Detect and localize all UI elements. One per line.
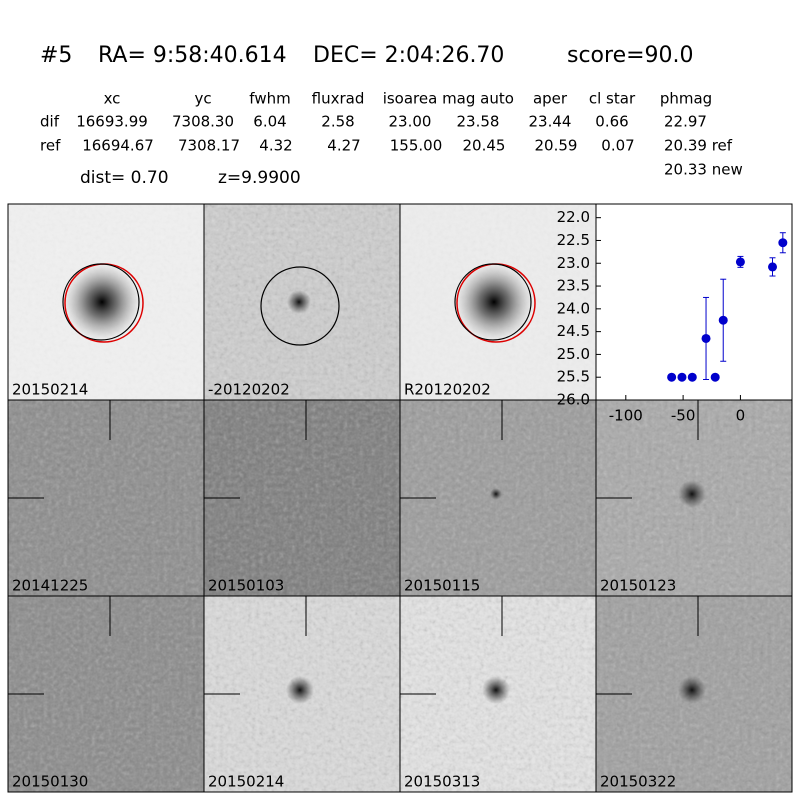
- image-panel: 20141225: [7, 399, 205, 597]
- dist: dist= 0.70: [80, 168, 169, 188]
- cell: 2.58: [321, 113, 354, 131]
- panel-border: [595, 595, 793, 793]
- point: [677, 372, 687, 382]
- cell: 16693.99: [76, 113, 148, 131]
- source: [64, 264, 140, 340]
- point: [701, 333, 711, 343]
- cell: 4.32: [259, 137, 292, 155]
- source: [490, 488, 502, 500]
- cell: 22.97: [664, 113, 707, 131]
- x-tick-label: 0: [736, 407, 746, 425]
- point: [710, 372, 720, 382]
- aperture: [260, 266, 340, 346]
- point: [778, 238, 788, 248]
- point: [667, 372, 677, 382]
- column-header: yc: [194, 90, 211, 108]
- title-dec: DEC= 2:04:26.70: [313, 43, 504, 68]
- cell: 155.00: [390, 137, 443, 155]
- image-panel: R20120202: [399, 203, 597, 401]
- image-panel: 20150313: [399, 595, 597, 793]
- panel-label: 20141225: [12, 577, 88, 595]
- column-header: mag auto: [442, 90, 514, 108]
- title-ra: RA= 9:58:40.614: [98, 43, 287, 68]
- column-header: fwhm: [249, 90, 290, 108]
- column-header: aper: [533, 90, 568, 108]
- image-panel: 20150103: [203, 399, 401, 597]
- panel-label: 20150123: [600, 577, 676, 595]
- panel-label: 20150313: [404, 773, 480, 791]
- column-header: xc: [104, 90, 121, 108]
- panel-label: 20150115: [404, 577, 480, 595]
- point: [768, 262, 778, 272]
- row-label: ref: [40, 137, 61, 155]
- source: [678, 676, 706, 704]
- cell: 7308.17: [178, 137, 240, 155]
- image-panel: 20150115: [399, 399, 597, 597]
- source: [287, 290, 311, 314]
- y-tick-label: 23.5: [557, 277, 590, 295]
- aperture: [62, 263, 140, 341]
- panel-label: 20150130: [12, 773, 88, 791]
- image-panel: 20150322: [595, 595, 793, 793]
- y-tick-label: 24.0: [557, 299, 590, 317]
- cell: 6.04: [253, 113, 286, 131]
- cell: 20.39 ref: [664, 137, 733, 155]
- source: [678, 480, 706, 508]
- phmag-new: 20.33 new: [664, 161, 743, 179]
- panel-label: 20150103: [208, 577, 284, 595]
- image-panel: 20150214: [203, 595, 401, 793]
- source: [482, 676, 510, 704]
- column-header: fluxrad: [312, 90, 365, 108]
- cell: 16694.67: [82, 137, 154, 155]
- cell: 4.27: [327, 137, 360, 155]
- column-header: isoarea: [383, 90, 438, 108]
- panel-label: 20150322: [600, 773, 676, 791]
- y-tick-label: 23.0: [557, 254, 590, 272]
- panel-label: 20150214: [12, 381, 88, 399]
- panel-label: -20120202: [208, 381, 290, 399]
- title-id: #5: [40, 43, 72, 68]
- cell: 23.44: [529, 113, 572, 131]
- aperture: [454, 263, 532, 341]
- cell: 7308.30: [172, 113, 234, 131]
- cell: 23.58: [457, 113, 500, 131]
- y-tick-label: 25.0: [557, 345, 590, 363]
- column-header: cl star: [589, 90, 636, 108]
- panel-label: 20150214: [208, 773, 284, 791]
- z: z=9.9900: [218, 168, 301, 188]
- column-header: phmag: [660, 90, 712, 108]
- y-tick-label: 22.0: [557, 208, 590, 226]
- source: [286, 676, 314, 704]
- image-panel: 20150214: [7, 203, 205, 401]
- chart-bg: [595, 203, 793, 401]
- row-label: dif: [40, 113, 60, 131]
- y-tick-label: 24.5: [557, 322, 590, 340]
- title-score: score=90.0: [567, 43, 694, 68]
- cell: 20.59: [535, 137, 578, 155]
- cell: 0.66: [595, 113, 628, 131]
- point: [735, 257, 745, 267]
- cell: 20.45: [463, 137, 506, 155]
- source: [456, 264, 532, 340]
- point: [687, 372, 697, 382]
- x-tick-label: -100: [609, 407, 643, 425]
- x-tick-label: -50: [671, 407, 696, 425]
- image-panel: 20150130: [7, 595, 205, 793]
- y-tick-label: 25.5: [557, 368, 590, 386]
- cell: 0.07: [601, 137, 634, 155]
- cell: 23.00: [389, 113, 432, 131]
- point: [718, 315, 728, 325]
- y-tick-label: 22.5: [557, 231, 590, 249]
- image-panel: -20120202: [203, 203, 401, 401]
- image-panel: 20150123: [595, 399, 793, 597]
- y-tick-label: 26.0: [557, 391, 590, 409]
- panel-label: R20120202: [404, 381, 491, 399]
